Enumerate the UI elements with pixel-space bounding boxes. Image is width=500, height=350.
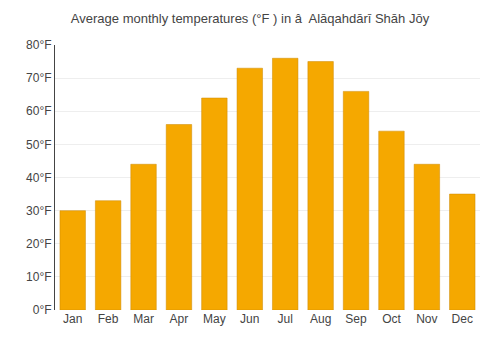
svg-text:0°F: 0°F (33, 303, 52, 317)
svg-text:Apr: Apr (170, 312, 189, 326)
svg-text:50°F: 50°F (26, 138, 51, 152)
svg-text:May: May (203, 312, 226, 326)
svg-text:Mar: Mar (133, 312, 154, 326)
svg-text:20°F: 20°F (26, 237, 51, 251)
svg-text:Dec: Dec (452, 312, 473, 326)
svg-text:Oct: Oct (382, 312, 401, 326)
svg-text:10°F: 10°F (26, 270, 51, 284)
svg-text:Aug: Aug (310, 312, 331, 326)
svg-text:30°F: 30°F (26, 204, 51, 218)
svg-text:70°F: 70°F (26, 71, 51, 85)
svg-text:Average monthly temperatures (: Average monthly temperatures (°F ) in â … (71, 11, 430, 26)
svg-text:Sep: Sep (345, 312, 367, 326)
svg-text:Jul: Jul (278, 312, 293, 326)
svg-text:40°F: 40°F (26, 171, 51, 185)
svg-text:Jan: Jan (63, 312, 82, 326)
svg-text:60°F: 60°F (26, 104, 51, 118)
svg-text:Feb: Feb (98, 312, 119, 326)
svg-text:Jun: Jun (240, 312, 259, 326)
svg-text:80°F: 80°F (26, 38, 51, 52)
svg-text:Nov: Nov (416, 312, 437, 326)
